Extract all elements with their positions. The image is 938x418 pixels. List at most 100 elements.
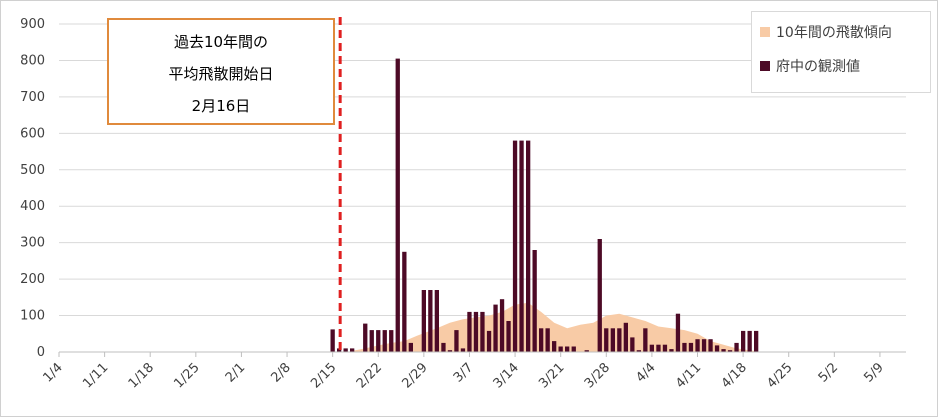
bar bbox=[558, 346, 563, 352]
bar bbox=[532, 250, 537, 352]
bar bbox=[343, 348, 348, 352]
legend-swatch-trend bbox=[760, 27, 770, 37]
annotation-line-2: 平均飛散開始日 bbox=[168, 65, 274, 83]
annotation-box: 過去10年間の 平均飛散開始日 2月16日 bbox=[107, 18, 335, 125]
x-tick-label: 4/4 bbox=[633, 360, 658, 385]
trend-area bbox=[352, 302, 763, 352]
bar bbox=[460, 348, 466, 352]
bar bbox=[428, 290, 433, 352]
bar bbox=[688, 342, 694, 352]
bar bbox=[714, 345, 720, 352]
bar bbox=[734, 342, 739, 352]
bar bbox=[376, 330, 381, 352]
x-tick-labels: 1/4 1/11 1/18 1/25 2/1 2/8 2/15 2/22 2/29 3/7 3/14… bbox=[40, 360, 886, 391]
y-tick-label: 400 bbox=[20, 199, 45, 214]
bar bbox=[382, 330, 387, 352]
legend-item-trend: 10年間の飛散傾向 bbox=[760, 22, 892, 42]
bar bbox=[408, 342, 413, 352]
bar bbox=[747, 330, 752, 352]
bar bbox=[480, 311, 485, 352]
bar-series bbox=[330, 58, 759, 352]
bar bbox=[369, 330, 374, 352]
x-tick-label: 3/14 bbox=[491, 360, 522, 391]
bar bbox=[493, 304, 498, 352]
x-tick-label: 1/11 bbox=[80, 360, 111, 391]
x-tick-label: 2/15 bbox=[308, 360, 339, 391]
y-tick-label: 500 bbox=[20, 163, 45, 178]
bar bbox=[675, 313, 681, 352]
y-tick-label: 200 bbox=[20, 272, 45, 287]
x-tick-label: 3/21 bbox=[536, 360, 567, 391]
bar bbox=[669, 349, 674, 352]
bar bbox=[473, 311, 479, 352]
bar bbox=[526, 140, 531, 352]
axes bbox=[58, 351, 906, 357]
annotation-line-3: 2月16日 bbox=[191, 97, 251, 115]
x-tick-label: 2/1 bbox=[223, 360, 248, 385]
bar bbox=[421, 290, 426, 352]
bar bbox=[636, 350, 641, 352]
bar bbox=[741, 330, 746, 352]
bar bbox=[643, 328, 648, 352]
y-tick-labels: 0 100 200 300 400 500 600 700 800 900 bbox=[20, 17, 45, 360]
x-tick-label: 2/29 bbox=[399, 360, 430, 391]
y-tick-label: 800 bbox=[20, 53, 45, 68]
bar bbox=[337, 348, 342, 352]
bar bbox=[363, 323, 368, 352]
bar bbox=[630, 337, 635, 352]
trend-area-path bbox=[352, 302, 763, 352]
x-tick-label: 3/28 bbox=[582, 360, 613, 391]
bar bbox=[552, 341, 557, 352]
bar bbox=[701, 339, 707, 352]
legend-label-observed: 府中の観測値 bbox=[776, 59, 860, 75]
y-tick-label: 100 bbox=[20, 309, 45, 324]
bar bbox=[389, 330, 394, 352]
x-tick-label: 1/4 bbox=[40, 360, 65, 385]
bar bbox=[656, 344, 661, 352]
bar bbox=[454, 330, 459, 352]
bar bbox=[727, 350, 733, 352]
x-tick-label: 2/8 bbox=[268, 360, 293, 385]
y-tick-label: 0 bbox=[37, 345, 45, 360]
x-tick-label: 4/25 bbox=[764, 360, 795, 391]
bar bbox=[350, 348, 355, 352]
legend-item-observed: 府中の観測値 bbox=[760, 56, 860, 76]
legend: 10年間の飛散傾向 府中の観測値 bbox=[751, 11, 931, 93]
bar bbox=[565, 346, 570, 352]
bar bbox=[597, 239, 602, 352]
y-tick-label: 300 bbox=[20, 236, 45, 251]
x-tick-label: 5/2 bbox=[816, 360, 841, 385]
bar bbox=[623, 322, 628, 352]
x-tick-label: 4/11 bbox=[673, 360, 704, 391]
bar bbox=[721, 349, 726, 352]
x-tick-label: 1/25 bbox=[171, 360, 202, 391]
bar bbox=[617, 328, 622, 352]
bar bbox=[708, 339, 713, 352]
bar bbox=[402, 251, 407, 352]
y-tick-label: 600 bbox=[20, 126, 45, 141]
x-tick-label: 2/22 bbox=[354, 360, 385, 391]
bar bbox=[604, 328, 609, 352]
x-tick-label: 1/18 bbox=[126, 360, 157, 391]
bar bbox=[545, 328, 550, 352]
x-tick-label: 5/9 bbox=[861, 360, 886, 385]
y-tick-label: 900 bbox=[20, 17, 45, 32]
bar bbox=[539, 328, 544, 352]
bar bbox=[395, 58, 400, 352]
bar bbox=[506, 321, 511, 352]
bar bbox=[441, 342, 446, 352]
bar bbox=[499, 299, 505, 352]
x-tick-label: 4/18 bbox=[719, 360, 750, 391]
legend-swatch-observed bbox=[760, 61, 770, 71]
bar bbox=[434, 290, 439, 352]
bar bbox=[447, 350, 453, 352]
x-tick-label: 3/7 bbox=[451, 360, 476, 385]
bar bbox=[467, 311, 472, 352]
bar bbox=[649, 344, 654, 352]
bar bbox=[682, 342, 687, 352]
bar bbox=[571, 346, 576, 352]
bar bbox=[584, 350, 589, 352]
y-tick-label: 700 bbox=[20, 90, 45, 105]
